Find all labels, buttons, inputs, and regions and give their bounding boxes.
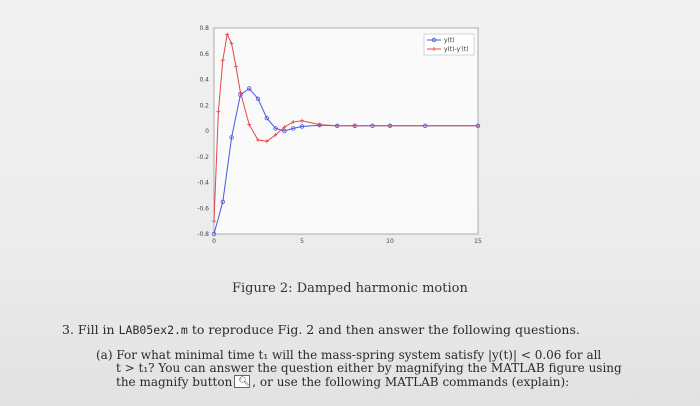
part-a-line1: For what minimal time t₁ will the mass-s…	[116, 348, 602, 362]
y-tick-label: -0.6	[197, 205, 209, 212]
axes: -0.8 -0.6 -0.4 -0.2 0 0.2 0.4 0.6 0.8 0 5 10 15	[197, 25, 482, 245]
legend-box	[423, 33, 475, 56]
data-point	[246, 86, 252, 91]
data-point	[317, 122, 322, 127]
x-tick-label: 15	[474, 238, 482, 245]
question-number: 3.	[62, 322, 74, 337]
legend: y(t) y(t)-y′(t)	[423, 33, 475, 56]
y-tick-label: 0.6	[199, 51, 209, 58]
part-a-line3-after: , or use the following MATLAB commands (…	[252, 375, 570, 389]
plot-area	[213, 27, 479, 235]
data-point	[282, 125, 287, 130]
magnify-icon: 🔍︎	[234, 375, 251, 388]
data-point	[238, 90, 243, 95]
legend-marker	[431, 37, 437, 43]
data-point	[234, 64, 238, 69]
data-point	[229, 135, 234, 140]
y-tick-label: 0.8	[199, 25, 209, 32]
y-tick-label: -0.4	[197, 180, 209, 187]
legend-marker	[432, 47, 436, 51]
data-point	[216, 109, 221, 114]
data-point	[264, 115, 269, 121]
y-tick-label: -0.8	[197, 231, 209, 238]
data-point	[255, 96, 261, 102]
y-tick-label: 0	[205, 128, 209, 135]
part-a-line3-before: the magnify button	[116, 375, 233, 389]
data-point	[299, 124, 305, 129]
legend-entry: y(t)	[444, 37, 455, 44]
x-tick-label: 10	[386, 238, 394, 245]
question-filename: LAB05ex2.m	[118, 323, 188, 337]
part-a-line3: the magnify button 🔍︎, or use the followi…	[96, 375, 622, 389]
data-point	[335, 123, 340, 128]
data-point	[211, 231, 217, 237]
data-point	[225, 32, 230, 37]
x-tick-label: 0	[212, 238, 216, 245]
question-suffix: to reproduce Fig. 2 and then answer the …	[191, 322, 580, 337]
series	[211, 32, 481, 237]
data-point	[476, 123, 480, 128]
legend-entry: y(t)-y′(t)	[444, 46, 469, 53]
x-tick-label: 5	[300, 238, 304, 245]
damped-motion-chart: -0.8 -0.6 -0.4 -0.2 0 0.2 0.4 0.6 0.8 0 5 10 15 y(t)…	[197, 25, 482, 245]
part-a-label: (a)	[96, 348, 113, 362]
y-tick-label: -0.2	[197, 154, 209, 161]
question-3a: (a) For what minimal time t₁ will the ma…	[96, 349, 622, 389]
data-point	[220, 58, 225, 63]
data-point	[247, 122, 252, 127]
y-tick-label: 0.4	[199, 77, 209, 84]
data-point	[229, 41, 234, 46]
question-3: 3. Fill in LAB05ex2.m to reproduce Fig. …	[62, 322, 580, 337]
data-point	[264, 139, 269, 144]
y-tick-label: 0.2	[199, 102, 209, 109]
figure-caption: Figure 2: Damped harmonic motion	[232, 281, 468, 296]
data-point	[300, 118, 304, 123]
question-prefix: Fill in	[77, 322, 115, 337]
data-point	[388, 123, 392, 128]
data-point	[212, 219, 216, 224]
data-point	[291, 119, 296, 124]
data-point	[291, 126, 296, 131]
data-point	[220, 199, 225, 205]
part-a-line2: t > t₁? You can answer the question eith…	[116, 361, 622, 375]
data-point	[282, 128, 287, 134]
data-point	[256, 138, 260, 143]
data-point	[273, 126, 278, 131]
data-point	[352, 123, 357, 128]
data-point	[273, 132, 278, 137]
